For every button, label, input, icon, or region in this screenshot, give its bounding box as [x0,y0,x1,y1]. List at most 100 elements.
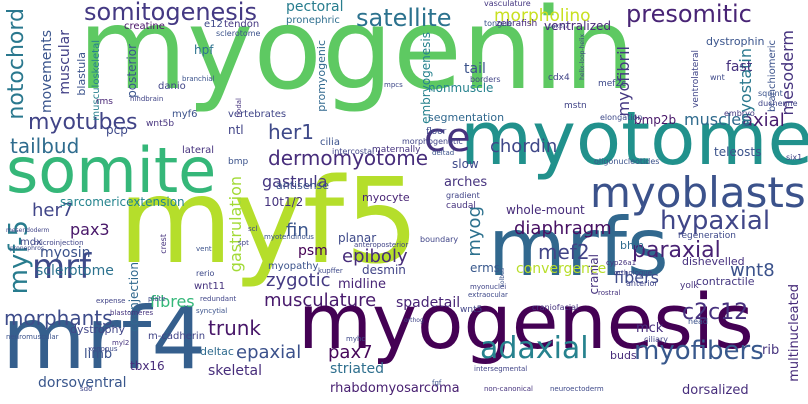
word-deltac: deltac [200,345,234,358]
word-microinjection: microinjection [34,239,84,247]
word-anteroposterior: anteroposterior [354,241,409,249]
word-blastula: blastula [75,52,88,96]
word-myotome: myotome [460,96,808,182]
word-hindbrain: hindbrain [130,95,164,103]
word-borders: borders [470,75,501,84]
word-intercostal: intercostal [332,147,375,156]
word-hypaxial: hypaxial [660,206,771,236]
word-psm: psm [298,243,328,259]
word-rhabdomyosarcoma: rhabdomyosarcoma [330,381,460,396]
word-pronephric: pronephric [286,15,340,26]
word-maternally: maternally [372,145,421,155]
word-slow: slow [452,157,479,171]
word-buds: buds [610,349,637,362]
word-limb: limb [84,347,113,362]
word-dermomyotome: dermomyotome [268,146,429,170]
word-anterior: anterior [626,279,658,288]
word-deltad: deltad [432,149,455,157]
word-mpcs: mpcs [384,81,403,89]
word-multinucleated: multinucleated [787,284,802,382]
word-10t12: 10t1/2 [264,195,304,209]
word-erms: erms [470,261,501,275]
word-pectoral: pectoral [286,0,344,15]
word-contractile: contractile [696,275,755,288]
word-musculoskeletal: musculoskeletal [91,40,102,121]
word-segmentation: segmentation [428,111,505,124]
word-tailbud: tailbud [10,134,80,158]
word-myf5: myf5 [118,152,420,290]
word-intersegmental: intersegmental [474,365,528,373]
word-adaxial: adaxial [480,331,589,366]
word-solbus: solbus [499,268,506,288]
word-plate: plate [148,295,166,303]
word-wnt11: wnt11 [194,281,226,292]
word-caudal: caudal [446,201,476,211]
word-ventrolateral: ventrolateral [691,50,701,108]
word-muscular: muscular [57,30,73,95]
word-cilia: cilia [320,137,340,148]
word-morpholino: morpholino [494,6,591,26]
word-mef2c: mef2c [598,79,627,89]
word-yolk: yolk [680,281,699,291]
word-tendon: tendon [224,19,260,30]
word-muscles: muscles [684,110,750,129]
word-branchial: branchial [182,75,215,83]
word-mrfs: mrfs [488,201,669,294]
word-m-cadherin: m-cadherin [148,331,206,342]
word-bhlh: bhlh [620,239,644,252]
word-somitogenesis: somitogenesis [84,0,257,26]
word-tbx16: tbx16 [130,359,165,373]
word-promyogenic: promyogenic [315,40,328,112]
word-wnt5b: wnt5b [146,119,175,129]
word-myotendinous: myotendinous [264,233,314,241]
word-midline: midline [338,277,386,292]
word-her7: her7 [32,200,74,221]
word-blastomeres: blastomeres [110,309,154,317]
word-hpf: hpf [194,43,214,57]
word-gastrula: gastrula [262,172,328,191]
word-epaxial: epaxial [236,342,302,363]
word-xenopus: xenopus [88,345,118,353]
word-zebrafish: zebrafish [496,19,538,29]
word-vertebrates: vertebrates [228,109,287,120]
word-axial: axial [742,110,785,131]
word-myopathy: myopathy [268,261,319,272]
word-fibers: fibers [614,268,659,287]
word-ntl: ntl [228,123,244,137]
word-ce: ce [424,115,471,161]
word-danio: danio [158,81,186,92]
word-pax3-7: pax3/7 [548,23,569,30]
word-myogenin: myogenin [78,0,635,115]
word-mrf: mrf [32,247,92,287]
word-orthog: orthog [404,317,424,324]
word-extraocular: extraocular [468,291,508,299]
word-myonuclei: myonuclei [470,283,507,291]
word-dorsalized: dorsalized [682,383,749,398]
word-orthologue: orthologue [614,269,653,277]
word-fgf: fgf [432,379,442,387]
word-wnt8: wnt8 [730,260,775,281]
word-myog: myog [464,206,485,257]
word-nonmuscle: nonmuscle [428,81,494,95]
word-oligonucleotides: oligonucleotides [594,157,660,166]
word-helix-loop-helix: helix-loop-helix [579,34,586,80]
word-myogenesis: myogenesis [298,277,754,366]
word-trunk: trunk [208,316,261,340]
word-sclerotome: sclerotome [36,263,114,279]
word-myotubes: myotubes [28,110,138,135]
word-teleosts: teleosts [714,145,762,159]
word-sdo: sdo [80,385,93,393]
word-dystrophy: dystrophy [70,323,126,336]
word-desmin: desmin [362,263,406,277]
word-tail: tail [464,61,486,77]
word-gastrulation: gastrulation [226,176,245,273]
word-six1: six1 [786,153,803,162]
word-fibres: fibres [150,292,195,311]
word-whole-mount: whole-mount [506,203,585,217]
word-dorsoventral: dorsoventral [38,375,127,391]
word-pax3: pax3 [70,220,110,239]
word-rerio: rerio [196,269,215,278]
word-somite: somite [6,134,217,207]
word-myf6: myf6 [172,109,198,120]
